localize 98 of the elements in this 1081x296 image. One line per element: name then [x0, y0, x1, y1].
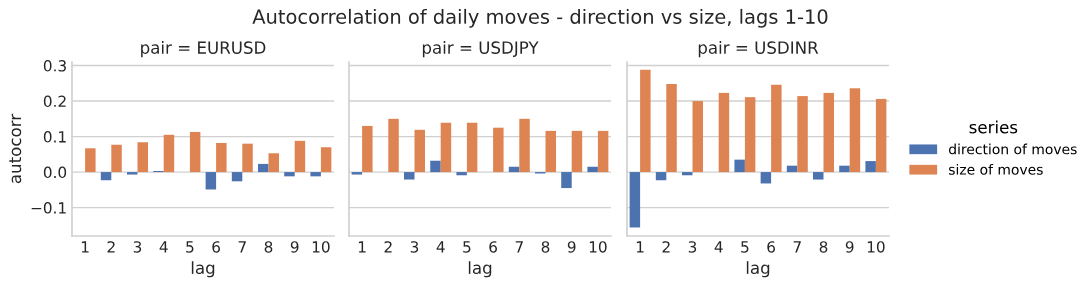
bar [320, 147, 332, 173]
x-tick-label: 1 [636, 241, 644, 253]
x-tick-label: 2 [662, 241, 670, 253]
chart-title: pair = USDJPY [422, 41, 539, 58]
bar [682, 172, 693, 176]
bar [294, 140, 306, 173]
x-tick-label: 3 [410, 241, 419, 253]
bar [440, 122, 452, 173]
x-tick-label: 10 [589, 241, 607, 253]
legend-label: size of moves [949, 164, 1043, 175]
x-tick-label: 3 [688, 241, 697, 253]
x-tick-label: 1 [358, 241, 366, 253]
bar [718, 92, 730, 173]
bar [205, 172, 217, 190]
bar [797, 96, 808, 173]
bar [362, 125, 373, 173]
x-tick-label: 9 [567, 241, 576, 253]
bar [163, 134, 175, 173]
bar [189, 131, 201, 173]
y-tick-label: 0.3 [43, 60, 66, 72]
bar [849, 88, 861, 173]
bar [85, 148, 96, 173]
x-tick-label: 10 [867, 241, 885, 253]
bar [456, 172, 467, 176]
x-axis-title: lag [468, 261, 492, 278]
x-tick-label: 4 [436, 241, 445, 253]
bar [865, 161, 876, 173]
x-tick-label: 3 [133, 241, 142, 253]
y-tick-label: −0.1 [31, 202, 66, 214]
bar [786, 165, 798, 173]
x-tick-label: 6 [212, 241, 220, 253]
bar [268, 153, 279, 173]
bar [231, 172, 243, 182]
chart-title: pair = EURUSD [141, 41, 266, 58]
bar [561, 172, 572, 189]
x-tick-label: 9 [845, 241, 854, 253]
bar [734, 159, 745, 173]
x-tick-label: 6 [767, 241, 775, 253]
bar [823, 92, 834, 173]
x-tick-label: 8 [541, 241, 550, 253]
bar [519, 118, 530, 173]
bar [404, 172, 415, 180]
x-tick-label: 5 [741, 241, 749, 253]
bar [258, 163, 269, 173]
bar [597, 130, 609, 173]
bar [655, 172, 667, 181]
bar [771, 84, 782, 173]
bar [284, 172, 295, 177]
legend-title: series [969, 120, 1018, 134]
bar [839, 165, 850, 173]
bar [875, 98, 887, 173]
bar [351, 172, 363, 175]
x-tick-label: 5 [463, 241, 471, 253]
text: Autocorrelation of daily moves - direction vs size, lags 1-10 [252, 8, 828, 28]
x-tick-label: 8 [264, 241, 273, 253]
x-tick-label: 10 [312, 241, 330, 253]
bar [640, 69, 651, 173]
bar [493, 127, 504, 173]
x-tick-label: 7 [238, 241, 246, 253]
x-axis-title: lag [191, 261, 215, 278]
bar [629, 172, 641, 228]
bar [242, 143, 253, 173]
y-tick-label: 0.1 [43, 131, 66, 143]
bar [692, 101, 703, 173]
bar [388, 118, 399, 173]
bar [111, 144, 122, 173]
bar [587, 166, 598, 173]
x-tick-label: 9 [290, 241, 299, 253]
x-tick-label: 4 [159, 241, 168, 253]
x-tick-label: 4 [714, 241, 723, 253]
bar [414, 129, 425, 173]
x-tick-label: 2 [107, 241, 115, 253]
y-tick-label: 0.2 [43, 95, 66, 108]
bar [571, 130, 583, 173]
bar [310, 172, 321, 177]
bar [760, 172, 772, 184]
bar [137, 142, 148, 173]
y-tick-label: 0.0 [43, 166, 67, 179]
bar [666, 84, 677, 173]
chart-title: pair = USDINR [698, 41, 819, 58]
bar [466, 122, 478, 173]
bar [216, 142, 227, 173]
bar [127, 172, 138, 175]
x-tick-label: 7 [515, 241, 523, 253]
x-tick-label: 7 [793, 241, 801, 253]
bar [545, 130, 556, 173]
x-axis-title: lag [746, 261, 770, 278]
bar [744, 97, 756, 173]
legend-label: direction of moves [949, 143, 1077, 155]
bar [430, 160, 441, 173]
x-tick-label: 6 [489, 241, 497, 253]
x-tick-label: 8 [819, 241, 828, 253]
x-tick-label: 5 [186, 241, 194, 253]
y-axis-title: autocorr [9, 113, 22, 184]
x-tick-label: 1 [81, 241, 89, 253]
bar [100, 172, 112, 181]
bar [813, 172, 824, 180]
x-tick-label: 2 [384, 241, 392, 253]
